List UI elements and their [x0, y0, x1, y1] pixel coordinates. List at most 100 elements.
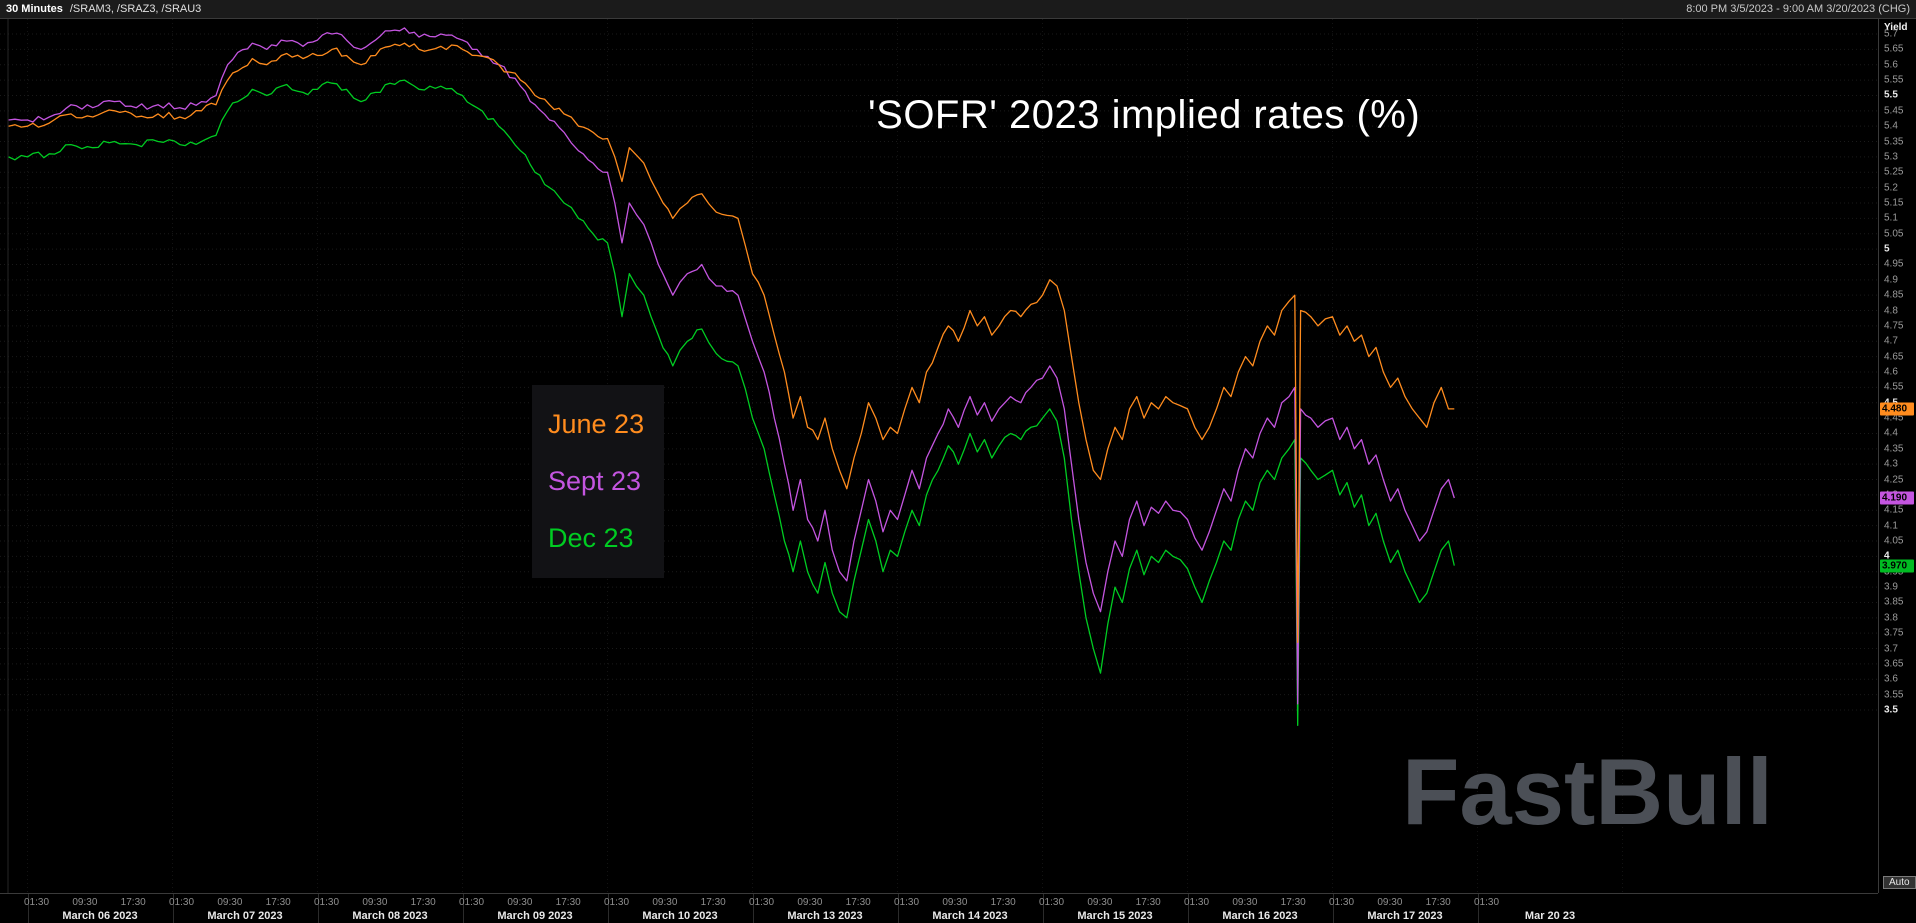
price-tick-label: 3.65: [1884, 658, 1904, 670]
day-separator: [752, 894, 754, 923]
price-tick-label: 5.3: [1884, 151, 1898, 163]
price-tick-label: 3.9: [1884, 581, 1898, 593]
time-tick-label: 17:30: [1135, 897, 1161, 908]
date-label: March 15 2023: [1077, 910, 1153, 922]
day-separator: [1477, 894, 1479, 923]
price-axis[interactable]: Yield Auto 5.7 5.65 5.6 5.55 5.5 5.45 5.4 5.35 5…: [1878, 19, 1916, 893]
chart-header-left: 30 Minutes/SRAM3, /SRAZ3, /SRAU3: [6, 3, 201, 15]
day-separator: [1042, 894, 1044, 923]
time-tick-label: 01:30: [1038, 897, 1065, 908]
price-tick-label: 3.75: [1884, 627, 1904, 639]
chart-plot-surface[interactable]: [0, 19, 1878, 893]
symbol-list[interactable]: /SRAM3, /SRAZ3, /SRAU3: [69, 3, 202, 15]
date-label: March 16 2023: [1222, 910, 1298, 922]
price-tick-label: 5.7: [1884, 28, 1898, 40]
time-tick-label: 17:30: [700, 897, 726, 908]
timeframe-label[interactable]: 30 Minutes: [6, 3, 63, 15]
date-label: March 10 2023: [642, 910, 718, 922]
price-tick-label: 4.1: [1884, 520, 1898, 532]
time-tick-label: 17:30: [990, 897, 1016, 908]
day-separator: [317, 894, 319, 923]
price-tick-label: 4.25: [1884, 474, 1904, 486]
price-tick-label: 3.55: [1884, 689, 1904, 701]
price-tick-label: 4.45: [1884, 412, 1904, 424]
time-tick-label: 01:30: [748, 897, 775, 908]
time-tick-label: 01:30: [458, 897, 485, 908]
auto-scale-button[interactable]: Auto: [1883, 876, 1916, 889]
time-tick-label: 01:30: [1183, 897, 1210, 908]
day-separator: [897, 894, 899, 923]
time-tick-label: 01:30: [23, 897, 50, 908]
last-price-tag: 3.970: [1880, 559, 1914, 573]
day-separator: [1187, 894, 1189, 923]
price-tick-label: 4.55: [1884, 381, 1904, 393]
time-tick-label: 17:30: [1425, 897, 1451, 908]
day-separator: [462, 894, 464, 923]
day-separator: [27, 894, 29, 923]
time-tick-label: 01:30: [603, 897, 630, 908]
date-label: March 13 2023: [787, 910, 863, 922]
series-line-june-23: [8, 42, 1455, 644]
legend-item-sept-23: Sept 23: [548, 466, 642, 496]
price-tick-label: 3.5: [1884, 704, 1898, 716]
time-tick-label: 09:30: [1232, 897, 1258, 908]
date-label: March 07 2023: [207, 910, 283, 922]
time-tick-label: 01:30: [313, 897, 340, 908]
time-tick-label: 17:30: [410, 897, 436, 908]
price-tick-label: 4.15: [1884, 504, 1904, 516]
date-label: March 08 2023: [352, 910, 428, 922]
time-tick-label: 09:30: [507, 897, 533, 908]
time-tick-label: 17:30: [265, 897, 291, 908]
legend-item-june-23: June 23: [548, 409, 645, 439]
time-tick-label: 01:30: [1473, 897, 1500, 908]
price-tick-label: 5.1: [1884, 212, 1898, 224]
price-tick-label: 5.15: [1884, 197, 1904, 209]
price-tick-label: 5.65: [1884, 43, 1904, 55]
chart-title: 'SOFR' 2023 implied rates (%): [868, 93, 1421, 137]
price-tick-label: 4.05: [1884, 535, 1904, 547]
price-tick-label: 5.05: [1884, 228, 1904, 240]
time-tick-label: 09:30: [942, 897, 968, 908]
date-label: Mar 20 23: [1524, 910, 1576, 922]
price-tick-label: 5.35: [1884, 136, 1904, 148]
time-tick-label: 01:30: [893, 897, 920, 908]
time-tick-label: 09:30: [797, 897, 823, 908]
price-tick-label: 5.55: [1884, 74, 1904, 86]
price-axis-title: Yield: [1884, 22, 1908, 33]
chart-header-bar: 30 Minutes/SRAM3, /SRAZ3, /SRAU3 8:00 PM…: [0, 0, 1916, 19]
series-line-sept-23: [8, 27, 1455, 705]
last-price-tag: 4.190: [1880, 491, 1914, 505]
time-tick-label: 09:30: [1087, 897, 1113, 908]
time-tick-label: 09:30: [1377, 897, 1403, 908]
date-label: March 06 2023: [62, 910, 138, 922]
price-tick-label: 4.35: [1884, 443, 1904, 455]
price-tick-label: 4.3: [1884, 458, 1898, 470]
date-range-label: 8:00 PM 3/5/2023 - 9:00 AM 3/20/2023 (CH…: [1686, 3, 1910, 15]
price-tick-label: 4.85: [1884, 289, 1904, 301]
last-price-tag: 4.480: [1880, 402, 1914, 416]
price-tick-label: 5.5: [1884, 89, 1898, 101]
price-tick-label: 3.85: [1884, 596, 1904, 608]
time-tick-label: 01:30: [1328, 897, 1355, 908]
price-tick-label: 5.2: [1884, 182, 1898, 194]
day-separator: [172, 894, 174, 923]
legend-item-dec-23: Dec 23: [548, 523, 634, 553]
price-tick-label: 4.4: [1884, 427, 1898, 439]
day-separator: [607, 894, 609, 923]
time-tick-label: 17:30: [1280, 897, 1306, 908]
price-tick-label: 4.6: [1884, 366, 1898, 378]
price-tick-label: 4.7: [1884, 335, 1898, 347]
time-tick-label: 01:30: [168, 897, 195, 908]
price-tick-label: 3.6: [1884, 673, 1898, 685]
time-axis[interactable]: 01:30 09:30 17:30 March 06 2023 01:30 09:30 17…: [0, 893, 1878, 923]
time-tick-label: 09:30: [72, 897, 98, 908]
fastbull-watermark: FastBull: [1402, 739, 1773, 844]
time-tick-label: 09:30: [217, 897, 243, 908]
time-tick-label: 09:30: [652, 897, 678, 908]
day-separator: [1332, 894, 1334, 923]
price-tick-label: 4.9: [1884, 274, 1898, 286]
price-tick-label: 4.95: [1884, 258, 1904, 270]
price-tick-label: 5.25: [1884, 166, 1904, 178]
time-tick-label: 09:30: [362, 897, 388, 908]
